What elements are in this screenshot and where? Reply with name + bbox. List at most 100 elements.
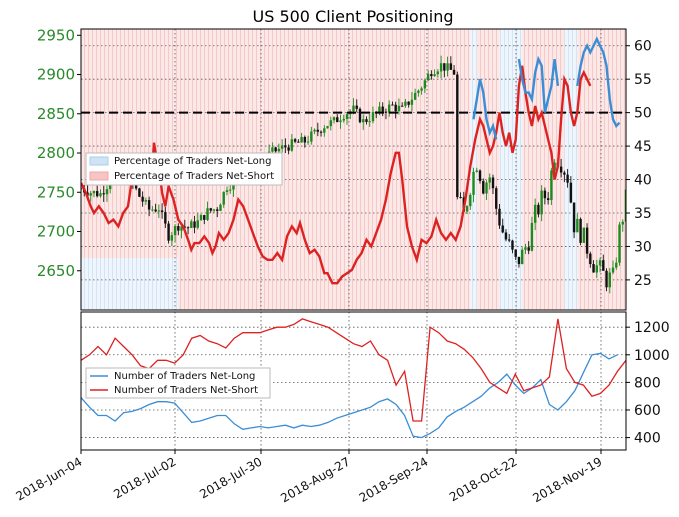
candle-body (520, 249, 524, 265)
legend-label-count-short: Number of Traders Net-Short (114, 385, 258, 396)
candle-body (323, 128, 326, 133)
candle-body (598, 260, 602, 266)
candle-body (303, 136, 307, 143)
candle-body (342, 118, 345, 121)
candle-body (81, 188, 83, 190)
candle-body (449, 63, 453, 70)
right-tick-label: 60 (634, 39, 652, 55)
candle-body (196, 220, 199, 228)
candle-body (491, 177, 495, 189)
candle-body (566, 174, 569, 183)
candle-body (206, 208, 209, 220)
candle-body (400, 105, 404, 107)
candle-body (602, 260, 605, 271)
candle-body (222, 191, 225, 205)
candle-body (436, 71, 440, 75)
candle-body (378, 106, 381, 113)
candle-body (316, 129, 320, 132)
candle-body (504, 232, 508, 240)
left-tick-label: 2750 (37, 183, 75, 201)
candle-body (229, 189, 232, 191)
candle-body (336, 117, 339, 123)
candle-body (589, 253, 592, 265)
candle-body (313, 129, 316, 132)
candle-body (478, 170, 482, 182)
top-plot-frame (80, 28, 627, 311)
candle-body (443, 63, 446, 71)
legend-label-count-long: Number of Traders Net-Long (114, 371, 255, 382)
candle-body (485, 182, 488, 194)
right-tick-label: 35 (634, 206, 652, 222)
left-tick-label: 2850 (37, 105, 75, 123)
candle-body (99, 193, 102, 197)
bottom-panel: 400 600 800 1000 1200 Number of Traders Net-… (80, 311, 670, 451)
candle-body (540, 190, 543, 215)
candle-body (475, 170, 478, 172)
candle-body (469, 194, 472, 207)
candle-body (355, 105, 358, 109)
bottom-tick-label: 400 (634, 431, 661, 447)
right-tick-label: 50 (634, 106, 652, 122)
candle-body (498, 208, 501, 226)
candle-body (381, 106, 384, 112)
legend-label-net-long: Percentage of Traders Net-Long (114, 156, 272, 167)
candle-body (89, 193, 92, 196)
left-tick-label: 2950 (37, 26, 75, 44)
candle-body (362, 119, 365, 123)
candle-body (306, 141, 310, 143)
left-tick-label: 2900 (37, 66, 75, 84)
candle-body (621, 221, 624, 225)
bottom-tick-label: 1200 (634, 320, 670, 336)
right-axis-ticks-top: 25 30 35 40 45 50 55 60 (626, 39, 652, 289)
candle-body (177, 226, 180, 231)
net-long-pct-line (472, 36, 621, 140)
candle-body (572, 202, 576, 233)
candle-body (339, 120, 342, 123)
candle-body (134, 183, 138, 189)
candle-body (608, 272, 611, 288)
candle-body (144, 200, 148, 202)
candle-body (595, 265, 599, 273)
right-tick-label: 55 (634, 72, 652, 88)
candle-body (293, 139, 297, 142)
candle-body (420, 88, 423, 91)
candle-body (225, 190, 229, 192)
candle-body (417, 90, 420, 93)
candle-body (446, 63, 449, 71)
candle-body (212, 209, 216, 211)
background-band-low (81, 258, 178, 310)
candle-body (170, 235, 174, 241)
net-short-count-line (81, 318, 626, 422)
price-candles (81, 55, 626, 294)
candle-body (102, 193, 105, 195)
legend-swatch-net-long (89, 156, 109, 166)
candle-body (550, 170, 553, 201)
candle-body (141, 196, 144, 202)
candle-body (277, 148, 281, 152)
candle-body (543, 190, 547, 199)
candle-body (508, 239, 511, 241)
x-tick-label: 2018-Nov-19 (530, 454, 604, 505)
candle-body (108, 183, 112, 190)
x-tick-label: 2018-Jul-02 (111, 454, 178, 501)
legend-bottom: Number of Traders Net-Long Number of Tra… (85, 367, 271, 399)
y-gridlines-bottom (81, 326, 626, 438)
left-axis-ticks: 2650 2700 2750 2800 2850 2900 2950 (37, 26, 81, 280)
candle-body (219, 204, 222, 211)
candle-body (319, 131, 323, 133)
candle-body (92, 191, 96, 194)
right-tick-label: 45 (634, 139, 652, 155)
background-band-8 (577, 29, 626, 310)
candle-body (287, 147, 290, 151)
candle-body (618, 224, 621, 263)
candle-body (413, 92, 417, 100)
candle-body (605, 270, 608, 288)
candle-body (553, 162, 556, 171)
candle-body (151, 209, 154, 211)
right-tick-label: 40 (634, 173, 652, 189)
candle-body (209, 208, 212, 211)
x-tick-label: 2018-Sep-24 (357, 454, 431, 505)
candle-body (495, 188, 498, 209)
candle-body (384, 111, 388, 113)
candle-body (138, 188, 141, 197)
